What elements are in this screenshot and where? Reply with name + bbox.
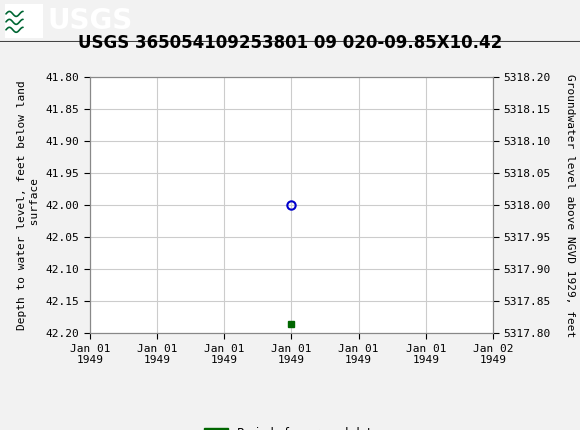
Text: USGS: USGS — [47, 7, 132, 35]
Y-axis label: Groundwater level above NGVD 1929, feet: Groundwater level above NGVD 1929, feet — [564, 74, 575, 337]
Y-axis label: Depth to water level, feet below land
 surface: Depth to water level, feet below land su… — [17, 80, 40, 330]
Text: USGS 365054109253801 09 020-09.85X10.42: USGS 365054109253801 09 020-09.85X10.42 — [78, 34, 502, 52]
Legend: Period of approved data: Period of approved data — [204, 427, 379, 430]
Bar — [5, 4, 43, 38]
